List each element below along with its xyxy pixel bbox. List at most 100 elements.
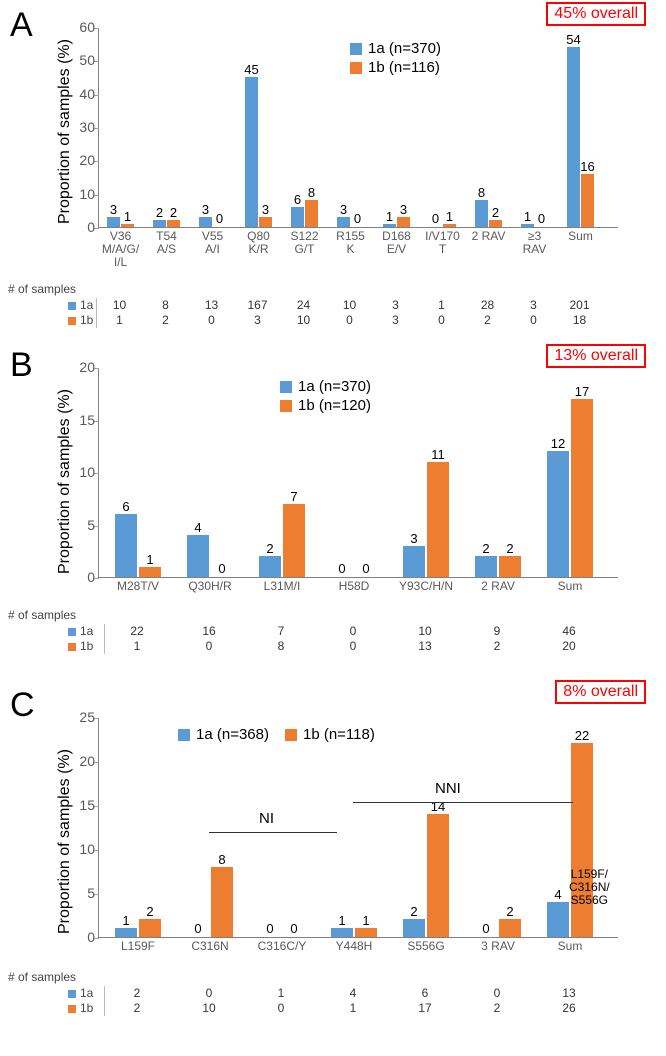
legend-item: 1a (n=370) xyxy=(350,40,441,57)
counts-cell: 0 xyxy=(468,986,526,1000)
legend: 1a (n=370)1b (n=120) xyxy=(280,378,371,416)
y-tick-label: 15 xyxy=(79,797,99,813)
counts-cell: 8 xyxy=(252,639,310,653)
counts-cell: 0 xyxy=(324,639,382,653)
bar-s1b: 22 xyxy=(571,743,593,937)
counts-cell: 10 xyxy=(284,313,323,327)
overall-badge: 8% overall xyxy=(555,680,646,704)
counts-cell: 13 xyxy=(540,986,598,1000)
bar-value-label: 1 xyxy=(146,552,153,567)
counts-cell: 0 xyxy=(514,313,553,327)
bar-s1b: 8 xyxy=(211,867,233,937)
counts-cell: 1 xyxy=(422,298,461,312)
counts-cell: 2 xyxy=(468,313,507,327)
counts-cell: 20 xyxy=(540,639,598,653)
counts-cell: 1 xyxy=(108,639,166,653)
bar-value-label: 2 xyxy=(156,205,163,220)
counts-swatch xyxy=(68,317,76,325)
bar-s1a: 8 xyxy=(475,200,488,227)
counts-cell: 2 xyxy=(108,986,166,1000)
bar-value-label: 1 xyxy=(338,913,345,928)
counts-cell: 1 xyxy=(324,1001,382,1015)
counts-swatch xyxy=(68,643,76,651)
bar-value-label: 1 xyxy=(386,209,393,224)
counts-cell: 2 xyxy=(146,313,185,327)
y-tick-label: 0 xyxy=(87,569,99,585)
y-tick-label: 5 xyxy=(87,517,99,533)
x-category-label: C316N xyxy=(181,937,239,953)
bar-s1a: 12 xyxy=(547,451,569,577)
bar-value-label: 0 xyxy=(266,921,273,936)
counts-cell: 46 xyxy=(540,624,598,638)
annotation-text: NI xyxy=(259,810,274,827)
bar-value-label: 3 xyxy=(410,531,417,546)
counts-row-key: 1b xyxy=(68,313,93,327)
bar-value-label: 2 xyxy=(146,904,153,919)
chart-area: 051015202512L159F08C316N00C316C/Y11Y448H… xyxy=(98,718,618,938)
x-category-label: D168E/V xyxy=(377,227,416,256)
bar-value-label: 0 xyxy=(362,561,369,576)
counts-cell: 17 xyxy=(396,1001,454,1015)
counts-separator xyxy=(96,298,97,328)
bar-value-label: 1 xyxy=(124,209,131,224)
counts-swatch xyxy=(68,302,76,310)
legend-label: 1a (n=368) xyxy=(196,726,269,743)
x-category-label: Sum xyxy=(541,937,599,953)
bar-s1a: 1 xyxy=(331,928,353,937)
counts-cell: 10 xyxy=(396,624,454,638)
annotation-line xyxy=(209,832,337,833)
y-tick-label: 30 xyxy=(79,119,99,135)
counts-cell: 24 xyxy=(284,298,323,312)
legend-label: 1b (n=118) xyxy=(303,726,375,743)
bar-value-label: 0 xyxy=(194,921,201,936)
bar-value-label: 0 xyxy=(432,211,439,226)
x-category-label: Q30H/R xyxy=(181,577,239,593)
counts-cell: 0 xyxy=(324,624,382,638)
bar-s1a: 3 xyxy=(107,217,120,227)
bar-s1a: 2 xyxy=(259,556,281,577)
bar-s1a: 4 xyxy=(547,902,569,937)
y-tick-label: 20 xyxy=(79,359,99,375)
bar-value-label: 0 xyxy=(482,921,489,936)
counts-cell: 0 xyxy=(330,313,369,327)
bar-s1a: 3 xyxy=(337,217,350,227)
legend-item: 1b (n=116) xyxy=(350,59,441,76)
y-tick-label: 20 xyxy=(79,152,99,168)
legend-item: 1a (n=370) xyxy=(280,378,371,395)
bar-value-label: 4 xyxy=(554,887,561,902)
bar-value-label: 45 xyxy=(244,62,258,77)
counts-cell: 0 xyxy=(192,313,231,327)
bar-s1a: 2 xyxy=(153,220,166,227)
legend: 1a (n=370) 1b (n=116) xyxy=(350,40,441,78)
legend-item: 1a (n=368) xyxy=(178,726,269,743)
x-category-label: 3 RAV xyxy=(469,937,527,953)
x-category-label: L159F xyxy=(109,937,167,953)
bar-value-label: 0 xyxy=(338,561,345,576)
bar-s1b: 2 xyxy=(499,556,521,577)
bar-s1a: 3 xyxy=(199,217,212,227)
x-category-label: M28T/V xyxy=(109,577,167,593)
y-tick-label: 20 xyxy=(79,753,99,769)
x-category-label: ≥3RAV xyxy=(515,227,554,256)
y-tick-label: 10 xyxy=(79,464,99,480)
counts-cell: 1 xyxy=(252,986,310,1000)
bar-s1b: 16 xyxy=(581,174,594,227)
counts-cell: 13 xyxy=(192,298,231,312)
counts-cell: 2 xyxy=(468,639,526,653)
counts-row-key: 1a xyxy=(68,986,93,1000)
y-tick-label: 10 xyxy=(79,186,99,202)
legend-swatch xyxy=(350,43,362,55)
panel-C: C8% overall051015202512L159F08C316N00C31… xyxy=(0,680,666,1056)
legend-swatch xyxy=(178,729,190,741)
y-tick-label: 50 xyxy=(79,52,99,68)
bar-value-label: 1 xyxy=(122,913,129,928)
legend-label: 1a (n=370) xyxy=(368,40,441,57)
bar-value-label: 0 xyxy=(290,921,297,936)
counts-swatch xyxy=(68,990,76,998)
counts-swatch xyxy=(68,1005,76,1013)
counts-cell: 13 xyxy=(396,639,454,653)
bar-value-label: 2 xyxy=(266,541,273,556)
x-category-label: V55A/I xyxy=(193,227,232,256)
annotation-text: L159F/C316N/S556G xyxy=(569,868,610,908)
x-category-label: C316C/Y xyxy=(253,937,311,953)
